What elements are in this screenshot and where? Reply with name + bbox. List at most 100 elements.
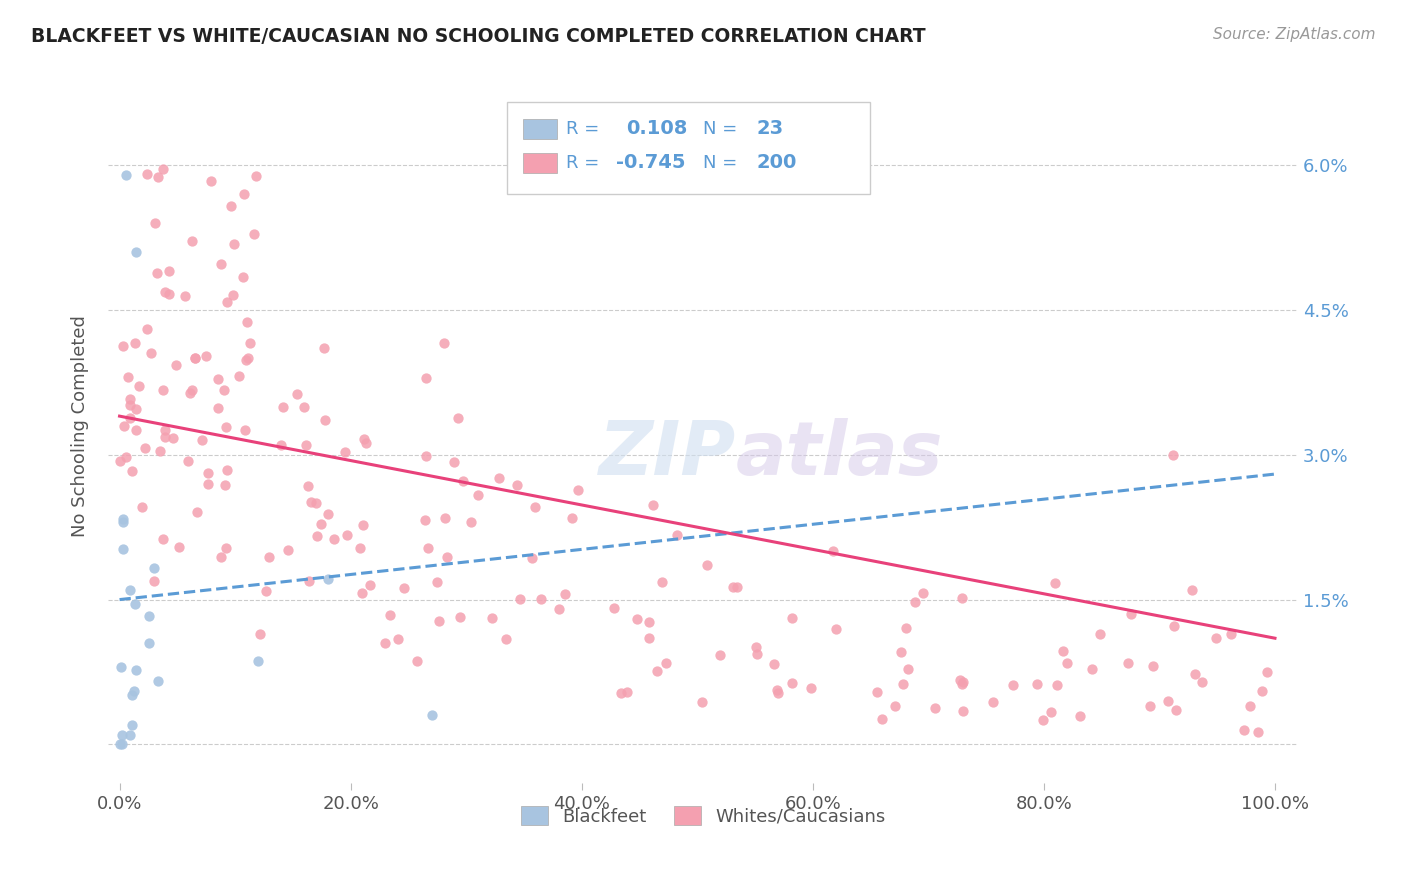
Point [143, 561, 166, 575]
Text: BLACKFEET VS WHITE/CAUCASIAN NO SCHOOLING COMPLETED CORRELATION CHART: BLACKFEET VS WHITE/CAUCASIAN NO SCHOOLIN… [31, 27, 925, 45]
Point [1247, 725, 1270, 739]
Point [354, 435, 377, 450]
Point [135, 322, 157, 336]
Point [950, 591, 973, 605]
Point [616, 685, 638, 699]
Text: R =: R = [567, 153, 599, 172]
Point [297, 574, 319, 589]
Point [387, 632, 409, 646]
Point [723, 580, 745, 594]
Point [911, 586, 934, 600]
Point [924, 701, 946, 715]
Point [433, 335, 456, 350]
Point [314, 413, 336, 427]
Point [249, 627, 271, 641]
Point [111, 728, 134, 742]
Point [610, 686, 633, 700]
Point [505, 478, 527, 492]
Point [481, 611, 503, 625]
Point [353, 432, 375, 446]
Point [800, 681, 823, 695]
Point [125, 664, 148, 678]
Point [294, 438, 316, 452]
Point [174, 288, 197, 302]
Point [429, 614, 451, 628]
Point [197, 476, 219, 491]
Point [415, 370, 437, 384]
Point [336, 527, 359, 541]
Point [149, 443, 172, 458]
Point [782, 676, 804, 690]
Point [179, 385, 201, 400]
Point [690, 694, 713, 708]
Point [952, 675, 974, 690]
Point [1081, 662, 1104, 676]
Point [224, 236, 246, 251]
Point [177, 454, 200, 468]
Point [1256, 665, 1278, 680]
FancyBboxPatch shape [523, 153, 557, 173]
Point [626, 612, 648, 626]
Point [214, 478, 236, 492]
Point [146, 267, 169, 281]
Point [823, 544, 845, 558]
Point [725, 580, 748, 594]
Point [709, 648, 731, 662]
FancyBboxPatch shape [523, 119, 557, 138]
Point [603, 601, 626, 615]
Point [200, 174, 222, 188]
Point [426, 574, 449, 589]
Point [554, 587, 576, 601]
Point [125, 423, 148, 437]
Text: 200: 200 [756, 153, 797, 172]
Point [254, 584, 277, 599]
Point [134, 442, 156, 456]
Point [405, 654, 427, 668]
Point [141, 346, 163, 360]
Point [305, 496, 328, 510]
Point [1088, 626, 1111, 640]
Point [117, 369, 139, 384]
Point [120, 411, 142, 425]
Point [651, 574, 673, 589]
Point [333, 444, 356, 458]
Point [1163, 619, 1185, 633]
Point [245, 169, 267, 184]
Point [897, 662, 920, 676]
Point [118, 398, 141, 412]
Point [121, 688, 143, 702]
Text: -0.745: -0.745 [616, 153, 686, 172]
Point [228, 369, 250, 384]
Point [1205, 632, 1227, 646]
Legend: Blackfeet, Whites/Caucasians: Blackfeet, Whites/Caucasians [512, 797, 894, 835]
Point [232, 269, 254, 284]
Point [221, 288, 243, 302]
Point [1031, 713, 1053, 727]
Point [460, 515, 482, 529]
Point [870, 712, 893, 726]
Point [215, 294, 238, 309]
Point [209, 257, 232, 271]
Point [1039, 706, 1062, 720]
Point [157, 286, 180, 301]
Point [530, 592, 553, 607]
Point [641, 498, 664, 512]
Point [950, 677, 973, 691]
Point [112, 515, 135, 529]
Point [495, 632, 517, 646]
Point [637, 615, 659, 629]
Point [114, 450, 136, 464]
Point [894, 621, 917, 635]
Point [1220, 626, 1243, 640]
Point [523, 500, 546, 514]
Point [180, 234, 202, 248]
Point [215, 541, 238, 555]
Point [165, 358, 187, 372]
Point [215, 420, 238, 434]
Point [1139, 699, 1161, 714]
Text: Source: ZipAtlas.com: Source: ZipAtlas.com [1212, 27, 1375, 42]
Point [257, 549, 280, 564]
Point [285, 386, 308, 401]
Point [146, 674, 169, 689]
Point [143, 574, 166, 589]
